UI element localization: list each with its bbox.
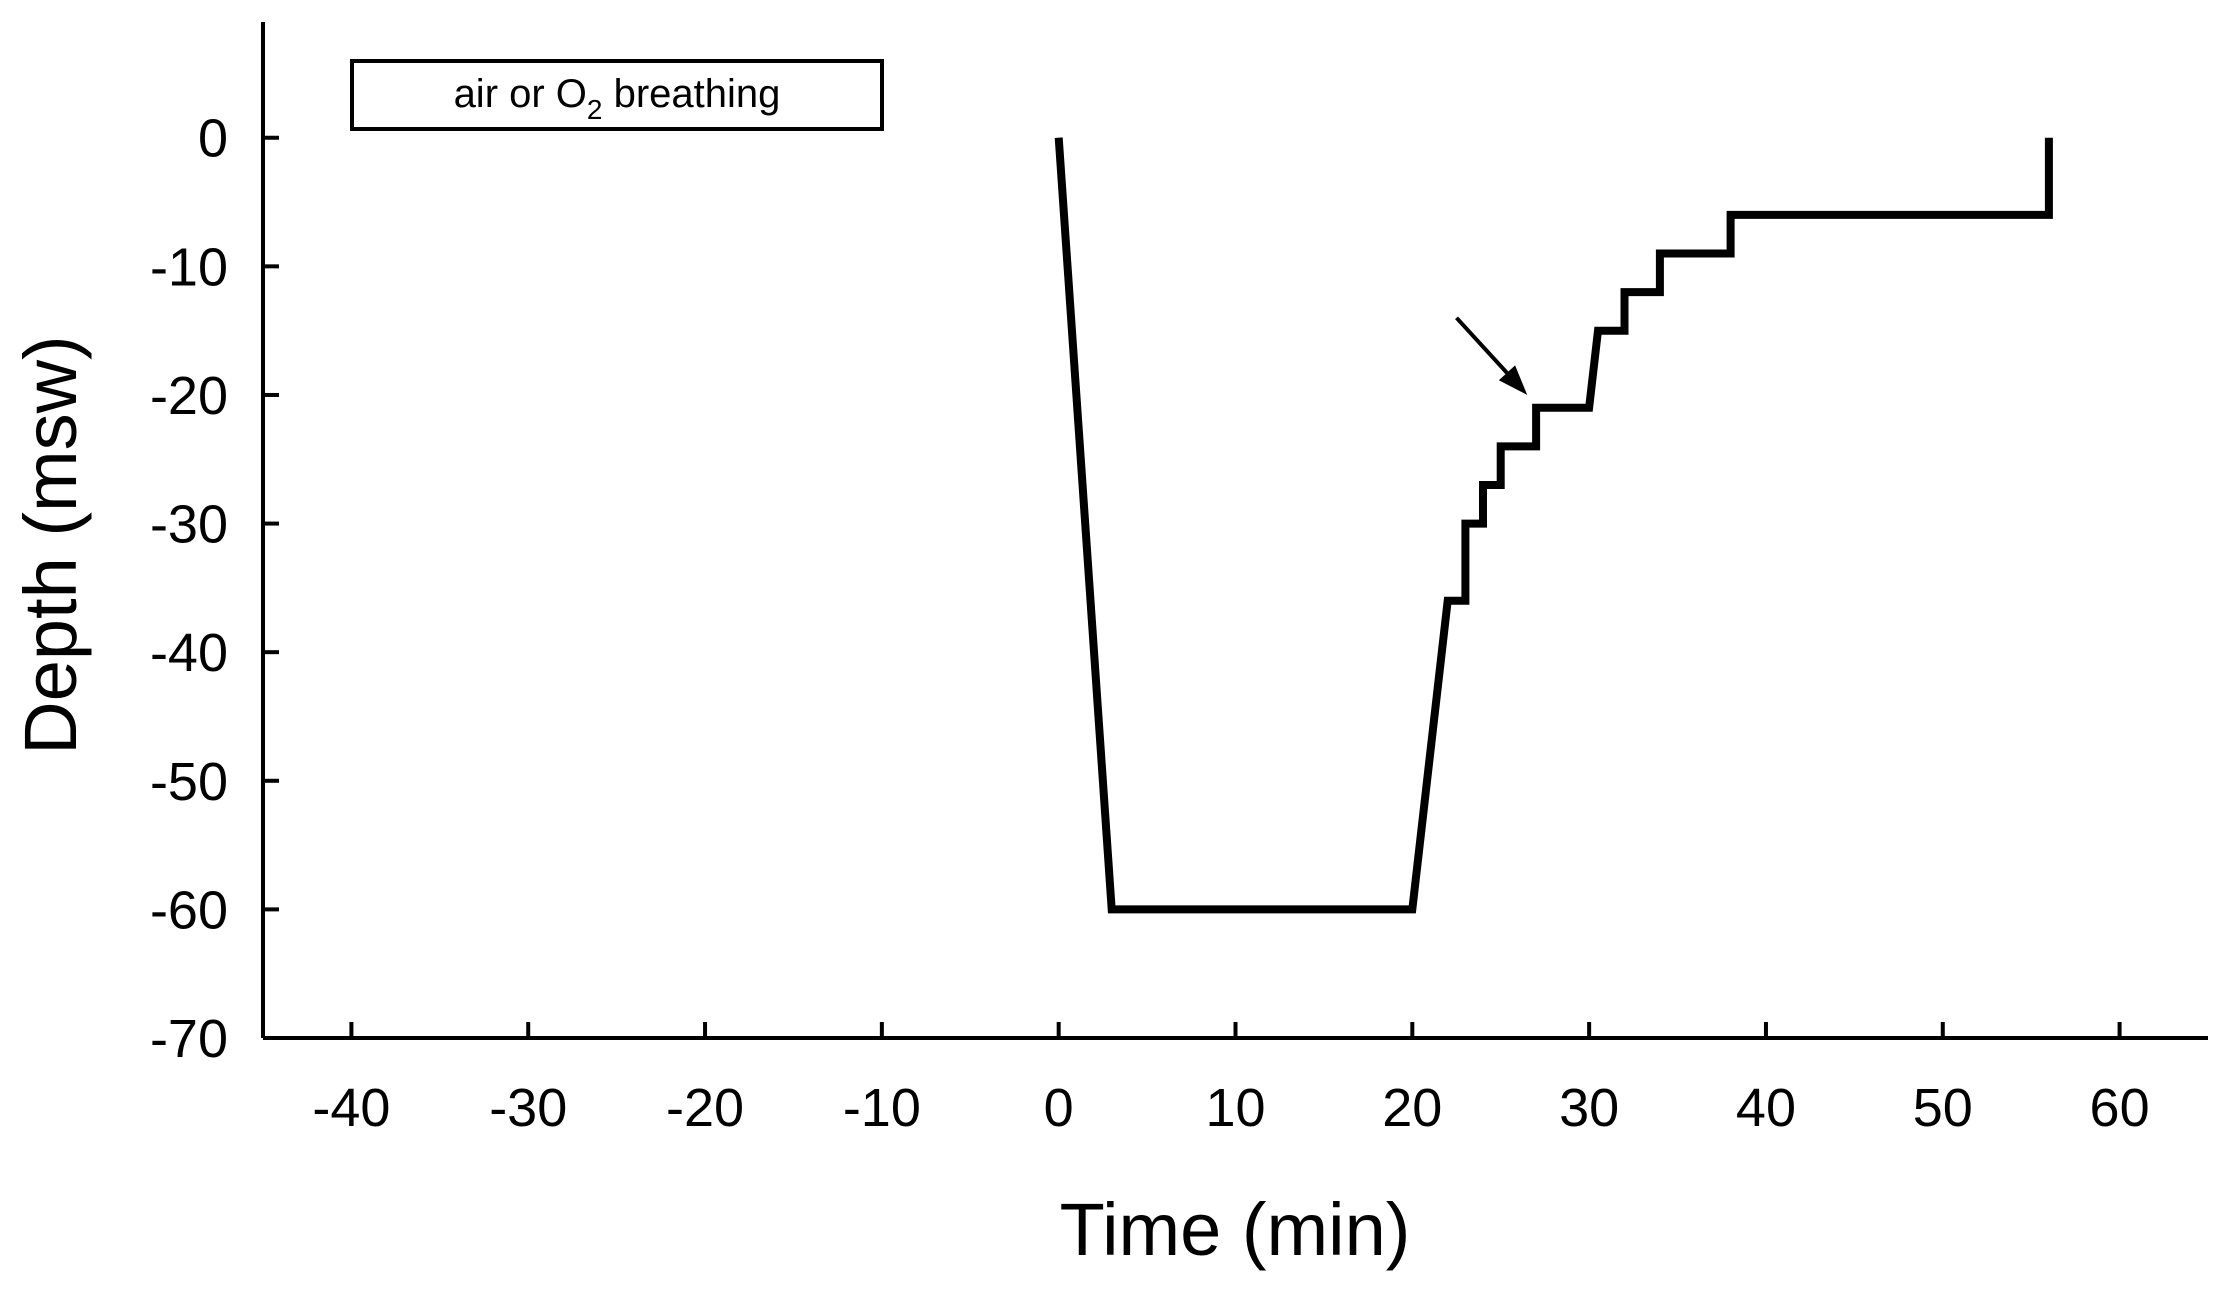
x-tick-label: -10 xyxy=(843,1078,921,1138)
x-tick-label: 10 xyxy=(1205,1078,1265,1138)
x-tick-label: 30 xyxy=(1559,1078,1619,1138)
x-tick-label: -20 xyxy=(666,1078,744,1138)
x-tick-label: -30 xyxy=(489,1078,567,1138)
legend-text: air or O2 breathing xyxy=(454,72,781,125)
y-tick-label: -30 xyxy=(150,495,228,555)
x-tick-label: 40 xyxy=(1736,1078,1796,1138)
legend-box xyxy=(350,59,884,131)
y-tick-label: -20 xyxy=(150,366,228,426)
series-layer xyxy=(1054,137,2053,914)
series-line xyxy=(1054,137,2053,914)
x-tick-label: 20 xyxy=(1382,1078,1442,1138)
x-tick-label: -40 xyxy=(312,1078,390,1138)
y-tick-label: -60 xyxy=(150,880,228,940)
annotation-arrow-head xyxy=(1498,365,1528,395)
x-tick-label: 50 xyxy=(1913,1078,1973,1138)
x-axis-title: Time (min) xyxy=(1060,1188,1411,1271)
legend: air or O2 breathing xyxy=(350,59,884,131)
y-tick-label: -50 xyxy=(150,752,228,812)
y-axis-ticks: 0 -10 -20 -30 -40 -50 -60 -70 xyxy=(150,109,279,1069)
y-tick-label: -40 xyxy=(150,623,228,683)
y-axis-title: Depth (msw) xyxy=(9,335,92,754)
y-tick-label: 0 xyxy=(198,109,228,169)
annotation-arrow-shaft xyxy=(1455,316,1509,375)
x-tick-label: 60 xyxy=(2090,1078,2150,1138)
x-tick-label: 0 xyxy=(1044,1078,1074,1138)
y-tick-label: -70 xyxy=(150,1009,228,1069)
annotation-layer xyxy=(1455,316,1528,395)
axes xyxy=(261,22,2208,1040)
x-axis-ticks: -40 -30 -20 -10 0 10 20 30 40 50 60 xyxy=(312,1022,2150,1138)
y-tick-label: -10 xyxy=(150,237,228,297)
